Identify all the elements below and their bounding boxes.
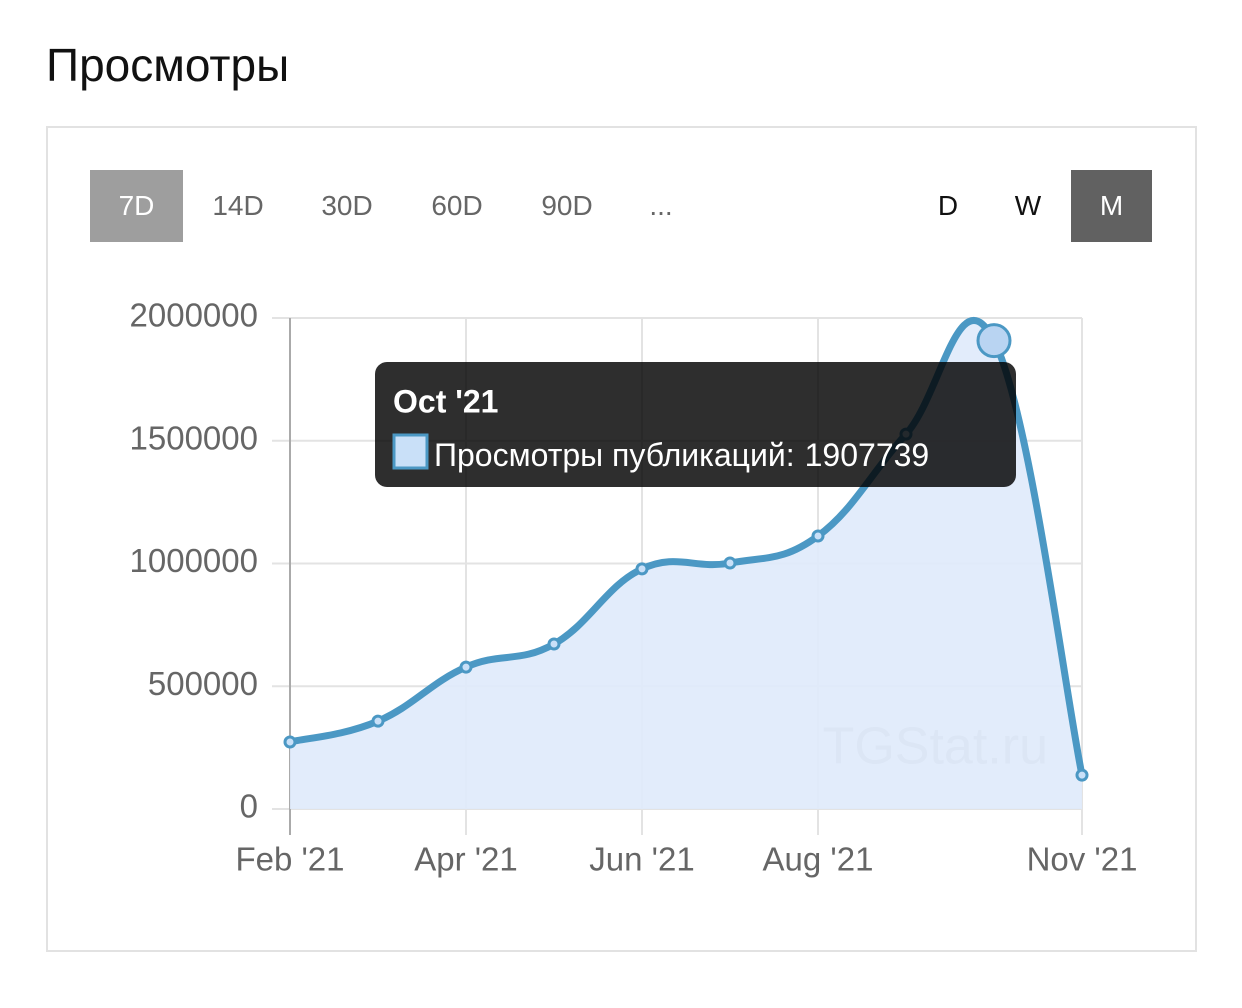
tooltip-label: Просмотры публикаций:: [434, 437, 795, 473]
x-tick-label: Aug '21: [763, 841, 874, 878]
x-tick-label: Feb '21: [235, 841, 344, 878]
y-tick-label: 0: [240, 788, 258, 825]
x-tick-label: Apr '21: [414, 841, 518, 878]
range-button[interactable]: 90D: [541, 190, 593, 221]
tooltip-value: 1907739: [805, 437, 930, 473]
x-tick-label: Jun '21: [589, 841, 694, 878]
range-button[interactable]: 7D: [90, 170, 183, 242]
point: [371, 714, 385, 728]
period-button[interactable]: M: [1071, 170, 1152, 242]
tooltip-box: [375, 362, 1016, 487]
y-tick-label: 500000: [148, 665, 258, 702]
y-tick-label: 1500000: [130, 419, 258, 456]
point: [1075, 768, 1089, 782]
page-title: Просмотры: [46, 39, 290, 91]
range-button[interactable]: 60D: [431, 190, 483, 221]
period-button[interactable]: D: [937, 190, 959, 221]
y-tick-label: 1000000: [130, 542, 258, 579]
point: [459, 660, 473, 674]
tooltip-text: Просмотры публикаций: 1907739: [434, 437, 929, 473]
point: [547, 637, 561, 651]
point: [723, 556, 737, 570]
point: [976, 323, 1012, 359]
range-button[interactable]: 14D: [212, 190, 264, 221]
tooltip-title: Oct '21: [393, 383, 498, 419]
point: [283, 735, 297, 749]
period-button[interactable]: W: [1014, 190, 1042, 221]
range-button[interactable]: 30D: [321, 190, 373, 221]
tooltip-swatch: [392, 433, 429, 470]
point: [635, 562, 649, 576]
chart-panel: [46, 126, 1197, 952]
point: [811, 529, 825, 543]
x-tick-label: Nov '21: [1027, 841, 1138, 878]
y-tick-label: 2000000: [130, 297, 258, 334]
range-button[interactable]: ...: [649, 190, 673, 221]
